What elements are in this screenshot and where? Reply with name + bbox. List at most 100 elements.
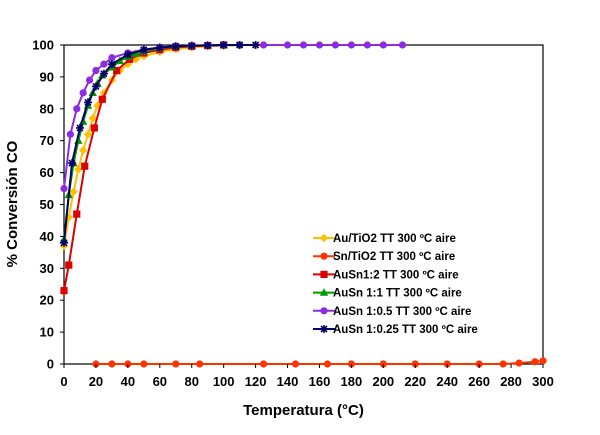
data-point (187, 41, 196, 50)
x-tick-label: 180 (341, 374, 363, 389)
data-point (60, 184, 68, 193)
series-layer (59, 40, 547, 368)
y-tick-label: 70 (40, 133, 54, 148)
legend-swatch-marker (319, 233, 329, 243)
data-point (283, 41, 292, 49)
data-point (291, 360, 300, 368)
legend-swatch-marker (319, 288, 329, 296)
data-point (67, 159, 76, 168)
y-tick-label: 80 (40, 101, 54, 116)
data-point (75, 123, 84, 132)
data-point (99, 69, 108, 78)
legend-label: Sn/TiO2 TT 300 ºC aire (333, 251, 455, 263)
x-tick-label: 140 (277, 374, 299, 389)
legend-entry: AuSn 1:1 TT 300 ºC aire (313, 288, 462, 300)
x-tick-label: 260 (468, 374, 490, 389)
data-point (69, 187, 78, 196)
data-point (123, 50, 132, 59)
data-point (499, 360, 507, 368)
data-point (515, 359, 523, 367)
y-axis-title: % Conversión CO (4, 140, 21, 267)
data-point (108, 54, 116, 62)
legend-entry: AuSn 1:0.25 TT 300 ºC aire (313, 324, 478, 336)
x-tick-label: 60 (153, 374, 167, 389)
data-point (98, 95, 106, 103)
y-tick-label: 60 (40, 165, 54, 180)
data-point (99, 88, 109, 98)
data-point (79, 89, 87, 97)
data-point (83, 130, 93, 139)
data-point (171, 42, 180, 51)
x-tick-label: 200 (372, 374, 394, 389)
y-tick-label: 90 (40, 69, 54, 84)
data-point (108, 360, 116, 368)
data-point (251, 41, 260, 49)
y-tick-label: 100 (32, 38, 54, 53)
data-point (83, 98, 92, 107)
x-tick-label: 40 (121, 374, 135, 389)
x-tick-label: 80 (184, 374, 198, 389)
legend-swatch-marker (320, 270, 328, 278)
legend-swatch-marker (320, 307, 328, 315)
legend-label: AuSn 1:1 TT 300 ºC aire (333, 288, 462, 300)
series-sn-tio2-tt-300-c-aire (92, 357, 547, 368)
data-point (60, 238, 68, 247)
legend-label: AuSn 1:0.25 TT 300 ºC aire (333, 324, 478, 336)
data-point (379, 41, 387, 49)
data-point (60, 287, 68, 295)
legend-label: AuSn1:2 TT 300 ºC aire (333, 269, 459, 281)
data-point (73, 105, 81, 113)
data-point (139, 45, 148, 54)
legend-label: AuSn 1:0.5 TT 300 ºC aire (333, 306, 471, 318)
y-tick-label: 30 (40, 261, 54, 276)
data-point (81, 162, 89, 170)
data-point (323, 360, 332, 368)
data-point (219, 41, 228, 49)
y-tick-label: 10 (40, 325, 54, 340)
data-point (113, 66, 121, 75)
plot-area (63, 44, 544, 365)
y-tick-label: 20 (40, 293, 54, 308)
data-point (172, 360, 180, 368)
data-point (539, 357, 547, 365)
data-point (299, 41, 308, 49)
legend-entry: AuSn1:2 TT 300 ºC aire (313, 269, 459, 281)
data-point (331, 41, 340, 49)
x-tick-label: 220 (404, 374, 426, 389)
data-point (203, 41, 212, 50)
y-tick-label: 40 (40, 229, 54, 244)
data-point (140, 360, 148, 368)
x-tick-label: 120 (245, 374, 267, 389)
data-point (259, 41, 268, 49)
series-ausn-1-0-25-tt-300-c-aire (60, 41, 260, 247)
data-point (531, 358, 539, 366)
data-point (92, 66, 100, 75)
x-tick-label: 100 (213, 374, 235, 389)
x-tick-label: 0 (60, 374, 67, 389)
data-point (88, 114, 97, 123)
legend-swatch-marker (320, 252, 328, 260)
data-point (259, 360, 268, 368)
legend-entry: Sn/TiO2 TT 300 ºC aire (313, 251, 455, 263)
data-point (315, 41, 324, 49)
data-point (107, 60, 116, 69)
data-point (66, 130, 74, 138)
data-point (73, 210, 81, 218)
data-point (196, 360, 204, 368)
legend-entry: AuSn 1:0.5 TT 300 ºC aire (313, 306, 471, 318)
data-point (235, 41, 244, 49)
data-point (363, 41, 371, 49)
y-tick-label: 50 (40, 197, 54, 212)
x-tick-label: 20 (89, 374, 103, 389)
data-point (90, 124, 98, 132)
x-axis-title: Temperatura (°C) (243, 402, 364, 419)
x-tick-label: 300 (532, 374, 554, 389)
data-point (85, 76, 94, 84)
x-tick-label: 160 (309, 374, 331, 389)
data-point (91, 82, 100, 91)
legend-swatch-marker (320, 325, 328, 333)
data-point (78, 146, 88, 155)
data-point (65, 261, 73, 269)
x-tick-label: 280 (500, 374, 522, 389)
